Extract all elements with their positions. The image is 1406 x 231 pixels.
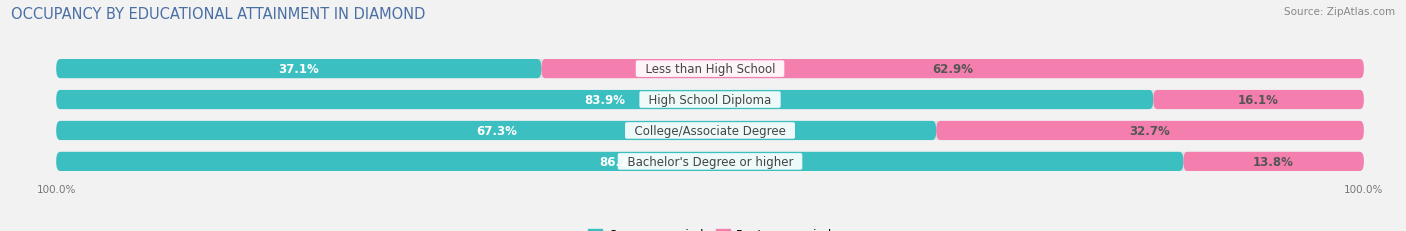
Text: Bachelor's Degree or higher: Bachelor's Degree or higher [620, 155, 800, 168]
FancyBboxPatch shape [56, 121, 1364, 140]
FancyBboxPatch shape [56, 60, 1364, 79]
FancyBboxPatch shape [56, 60, 541, 79]
FancyBboxPatch shape [936, 121, 1364, 140]
Text: 86.2%: 86.2% [599, 155, 640, 168]
Legend: Owner-occupied, Renter-occupied: Owner-occupied, Renter-occupied [583, 223, 837, 231]
Text: OCCUPANCY BY EDUCATIONAL ATTAINMENT IN DIAMOND: OCCUPANCY BY EDUCATIONAL ATTAINMENT IN D… [11, 7, 426, 22]
Text: 32.7%: 32.7% [1129, 125, 1170, 137]
Text: 37.1%: 37.1% [278, 63, 319, 76]
Text: 83.9%: 83.9% [585, 94, 626, 106]
FancyBboxPatch shape [56, 91, 1364, 110]
Text: 62.9%: 62.9% [932, 63, 973, 76]
Text: 67.3%: 67.3% [475, 125, 516, 137]
FancyBboxPatch shape [56, 121, 936, 140]
Text: Source: ZipAtlas.com: Source: ZipAtlas.com [1284, 7, 1395, 17]
Text: College/Associate Degree: College/Associate Degree [627, 125, 793, 137]
Text: Less than High School: Less than High School [637, 63, 783, 76]
FancyBboxPatch shape [56, 152, 1184, 171]
FancyBboxPatch shape [56, 152, 1364, 171]
FancyBboxPatch shape [541, 60, 1364, 79]
Text: High School Diploma: High School Diploma [641, 94, 779, 106]
FancyBboxPatch shape [1184, 152, 1364, 171]
Text: 16.1%: 16.1% [1239, 94, 1279, 106]
Text: 13.8%: 13.8% [1253, 155, 1294, 168]
FancyBboxPatch shape [56, 91, 1153, 110]
FancyBboxPatch shape [1153, 91, 1364, 110]
